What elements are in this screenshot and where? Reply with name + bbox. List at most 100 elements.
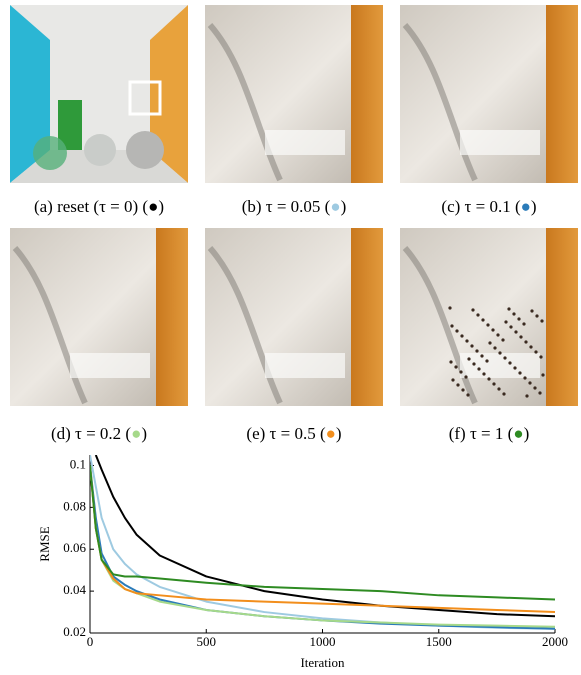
noise xyxy=(466,393,469,396)
noise xyxy=(534,350,537,353)
caption-key: ● xyxy=(330,197,340,216)
x-tick-label: 1000 xyxy=(310,634,336,649)
x-axis-label: Iteration xyxy=(300,655,345,670)
noise xyxy=(539,355,542,358)
noise xyxy=(464,375,467,378)
highlight xyxy=(460,353,540,378)
orange-strip xyxy=(546,228,578,406)
noise xyxy=(507,307,510,310)
y-tick-label: 0.04 xyxy=(63,582,86,597)
noise xyxy=(455,329,458,332)
caption-close: ) xyxy=(336,424,342,443)
caption-label: (e) τ = 0.5 ( xyxy=(246,424,326,443)
noise xyxy=(508,361,511,364)
panel-caption: (e) τ = 0.5 (●) xyxy=(246,424,341,443)
highlight xyxy=(265,130,345,155)
noise xyxy=(501,338,504,341)
x-tick-label: 0 xyxy=(87,634,94,649)
noise xyxy=(512,312,515,315)
noise xyxy=(486,323,489,326)
noise xyxy=(496,333,499,336)
noise xyxy=(459,370,462,373)
series-line xyxy=(90,465,555,599)
noise xyxy=(481,318,484,321)
panel-image xyxy=(400,5,578,183)
noise xyxy=(488,341,491,344)
panel-caption: (c) τ = 0.1 (●) xyxy=(441,197,536,216)
caption-key: ● xyxy=(521,197,531,216)
noise xyxy=(467,357,470,360)
caption-key: ● xyxy=(326,424,336,443)
noise xyxy=(514,330,517,333)
caption-key: ● xyxy=(513,424,523,443)
orange-strip xyxy=(156,228,188,406)
noise xyxy=(476,313,479,316)
caption-label: (a) reset (τ = 0) ( xyxy=(34,197,148,216)
x-tick-label: 500 xyxy=(197,634,217,649)
noise xyxy=(541,373,544,376)
y-tick-label: 0.1 xyxy=(70,456,86,471)
noise xyxy=(492,382,495,385)
y-tick-label: 0.06 xyxy=(63,540,86,555)
noise xyxy=(503,356,506,359)
noise xyxy=(540,319,543,322)
noise xyxy=(460,334,463,337)
noise xyxy=(472,362,475,365)
caption-label: (c) τ = 0.1 ( xyxy=(441,197,521,216)
series-line xyxy=(96,455,555,616)
caption-key: ● xyxy=(148,197,158,216)
noise xyxy=(485,359,488,362)
caption-close: ) xyxy=(158,197,164,216)
noise xyxy=(509,325,512,328)
noise xyxy=(493,346,496,349)
noise xyxy=(487,377,490,380)
noise xyxy=(461,388,464,391)
noise xyxy=(456,383,459,386)
orange-strip xyxy=(546,5,578,183)
noise xyxy=(471,308,474,311)
panel-image xyxy=(400,228,578,406)
panel-caption: (b) τ = 0.05 (●) xyxy=(242,197,347,216)
noise xyxy=(530,309,533,312)
noise xyxy=(504,320,507,323)
noise xyxy=(448,306,451,309)
panel-caption: (a) reset (τ = 0) (●) xyxy=(34,197,164,216)
noise xyxy=(533,386,536,389)
noise xyxy=(491,328,494,331)
panel-image xyxy=(205,5,383,183)
panel-caption: (f) τ = 1 (●) xyxy=(449,424,530,443)
panel-a-image xyxy=(10,5,188,183)
series-line xyxy=(90,465,555,626)
panel-caption: (d) τ = 0.2 (●) xyxy=(51,424,147,443)
noise xyxy=(523,376,526,379)
orange-strip xyxy=(351,228,383,406)
caption-label: (b) τ = 0.05 ( xyxy=(242,197,331,216)
panel-image xyxy=(205,228,383,406)
caption-label: (f) τ = 1 ( xyxy=(449,424,514,443)
noise xyxy=(465,339,468,342)
noise xyxy=(475,349,478,352)
noise xyxy=(449,360,452,363)
caption-close: ) xyxy=(141,424,147,443)
noise xyxy=(522,322,525,325)
highlight xyxy=(265,353,345,378)
y-tick-label: 0.08 xyxy=(63,498,86,513)
orange-strip xyxy=(351,5,383,183)
noise xyxy=(528,381,531,384)
noise xyxy=(482,372,485,375)
noise xyxy=(451,378,454,381)
noise xyxy=(518,371,521,374)
caption-close: ) xyxy=(524,424,530,443)
highlight xyxy=(70,353,150,378)
x-tick-label: 2000 xyxy=(542,634,568,649)
caption-label: (d) τ = 0.2 ( xyxy=(51,424,131,443)
y-tick-label: 0.02 xyxy=(63,624,86,639)
caption-key: ● xyxy=(131,424,141,443)
noise xyxy=(454,365,457,368)
x-tick-label: 1500 xyxy=(426,634,452,649)
figure: (a) reset (τ = 0) (●)(b) τ = 0.05 (●)(c)… xyxy=(0,0,581,675)
noise xyxy=(535,314,538,317)
noise xyxy=(480,354,483,357)
noise xyxy=(502,392,505,395)
noise xyxy=(470,344,473,347)
